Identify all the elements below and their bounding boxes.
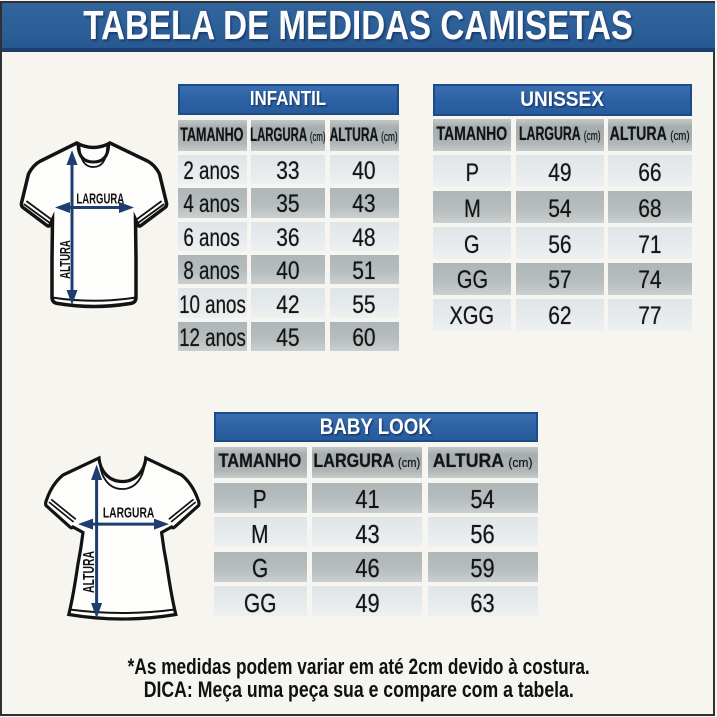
svg-text:ALTURA: ALTURA <box>80 551 98 593</box>
svg-text:ALTURA: ALTURA <box>57 240 74 279</box>
svg-text:LARGURA: LARGURA <box>76 191 124 208</box>
svg-text:LARGURA: LARGURA <box>103 505 154 521</box>
